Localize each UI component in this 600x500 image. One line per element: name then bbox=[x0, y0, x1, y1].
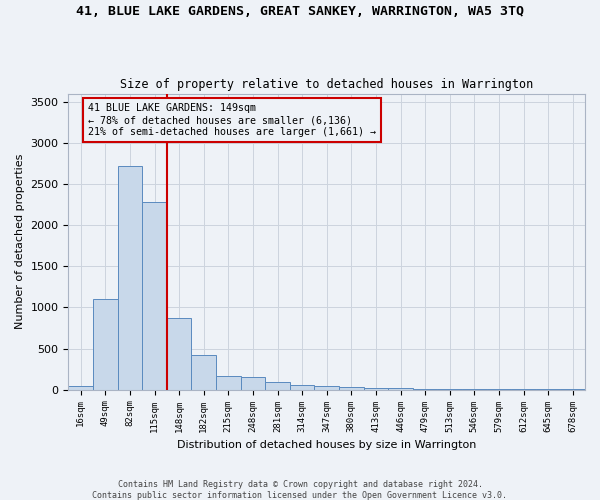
Bar bbox=[142, 202, 167, 390]
Bar bbox=[314, 386, 339, 390]
Bar bbox=[388, 388, 413, 390]
Bar bbox=[216, 376, 241, 390]
Bar bbox=[241, 377, 265, 390]
Bar bbox=[413, 389, 437, 390]
Bar bbox=[290, 385, 314, 390]
Text: 41 BLUE LAKE GARDENS: 149sqm
← 78% of detached houses are smaller (6,136)
21% of: 41 BLUE LAKE GARDENS: 149sqm ← 78% of de… bbox=[88, 104, 376, 136]
Title: Size of property relative to detached houses in Warrington: Size of property relative to detached ho… bbox=[120, 78, 533, 91]
X-axis label: Distribution of detached houses by size in Warrington: Distribution of detached houses by size … bbox=[177, 440, 476, 450]
Bar bbox=[265, 382, 290, 390]
Bar bbox=[191, 355, 216, 390]
Bar bbox=[93, 299, 118, 390]
Text: 41, BLUE LAKE GARDENS, GREAT SANKEY, WARRINGTON, WA5 3TQ: 41, BLUE LAKE GARDENS, GREAT SANKEY, WAR… bbox=[76, 5, 524, 18]
Bar bbox=[364, 388, 388, 390]
Bar bbox=[339, 387, 364, 390]
Bar bbox=[68, 386, 93, 390]
Y-axis label: Number of detached properties: Number of detached properties bbox=[15, 154, 25, 330]
Bar bbox=[167, 318, 191, 390]
Bar bbox=[118, 166, 142, 390]
Text: Contains HM Land Registry data © Crown copyright and database right 2024.
Contai: Contains HM Land Registry data © Crown c… bbox=[92, 480, 508, 500]
